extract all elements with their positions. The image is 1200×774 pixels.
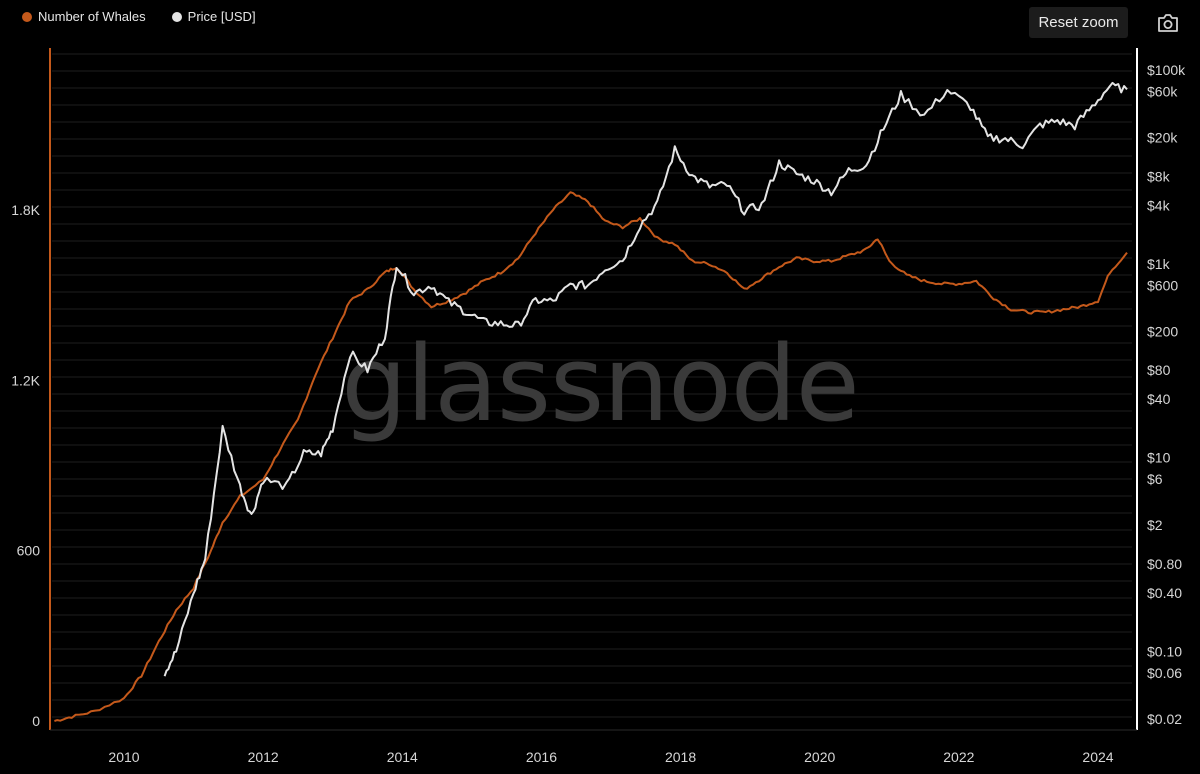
x-tick-label: 2012: [248, 749, 279, 765]
y-right-tick-label: $0.06: [1147, 665, 1182, 681]
legend-item-whales[interactable]: Number of Whales: [22, 9, 146, 24]
legend-dot-whales: [22, 11, 32, 22]
y-left-tick-label: 600: [17, 543, 41, 559]
legend-dot-price: [171, 11, 182, 22]
y-right-tick-label: $0.02: [1147, 711, 1182, 727]
legend-item-price[interactable]: Price [USD]: [171, 9, 256, 24]
reset-zoom-button[interactable]: Reset zoom: [1029, 7, 1128, 38]
y-left-tick-label: 1.8K: [11, 202, 40, 218]
x-tick-label: 2010: [108, 749, 139, 765]
axes-layer: [49, 48, 1138, 731]
y-right-tick-label: $4k: [1147, 197, 1171, 213]
watermark-text: glassnode: [341, 323, 859, 445]
y-right-tick-label: $8k: [1147, 168, 1171, 184]
y-right-tick-label: $100k: [1147, 62, 1186, 78]
y-right-tick-label: $0.40: [1147, 585, 1182, 601]
y-left-tick-label: 0: [32, 713, 40, 729]
ticks-layer: 2010 2012 2014 2016 2018 2020 2022 2024 0 600 1.2K…: [11, 62, 1186, 765]
y-right-tick-label: $40: [1147, 391, 1171, 407]
camera-button[interactable]: [1156, 12, 1180, 34]
legend-label-whales: Number of Whales: [38, 9, 146, 24]
y-right-tick-label: $6: [1147, 471, 1163, 487]
y-left-tick-label: 1.2K: [11, 372, 40, 388]
y-right-tick-label: $0.10: [1147, 643, 1182, 659]
x-tick-label: 2016: [526, 749, 557, 765]
y-right-tick-label: $200: [1147, 323, 1178, 339]
x-tick-label: 2014: [387, 749, 418, 765]
legend-label-price: Price [USD]: [187, 9, 256, 24]
y-right-tick-label: $20k: [1147, 130, 1178, 146]
series-line-whales: [54, 191, 1128, 722]
grid-layer: [52, 53, 1132, 718]
series-line-price: [163, 81, 1128, 677]
x-tick-label: 2024: [1082, 749, 1113, 765]
x-tick-label: 2020: [804, 749, 835, 765]
y-right-tick-label: $0.80: [1147, 556, 1182, 572]
y-right-tick-label: $1k: [1147, 256, 1171, 272]
y-right-tick-label: $80: [1147, 362, 1171, 378]
y-right-tick-label: $2: [1147, 517, 1163, 533]
y-right-tick-label: $60k: [1147, 83, 1178, 99]
x-tick-label: 2022: [943, 749, 974, 765]
x-tick-label: 2018: [665, 749, 696, 765]
legend: Number of Whales Price [USD]: [22, 9, 256, 24]
y-right-tick-label: $10: [1147, 450, 1171, 466]
y-right-tick-label: $600: [1147, 277, 1178, 293]
camera-icon: [1158, 14, 1178, 32]
series-layer: [54, 81, 1128, 722]
